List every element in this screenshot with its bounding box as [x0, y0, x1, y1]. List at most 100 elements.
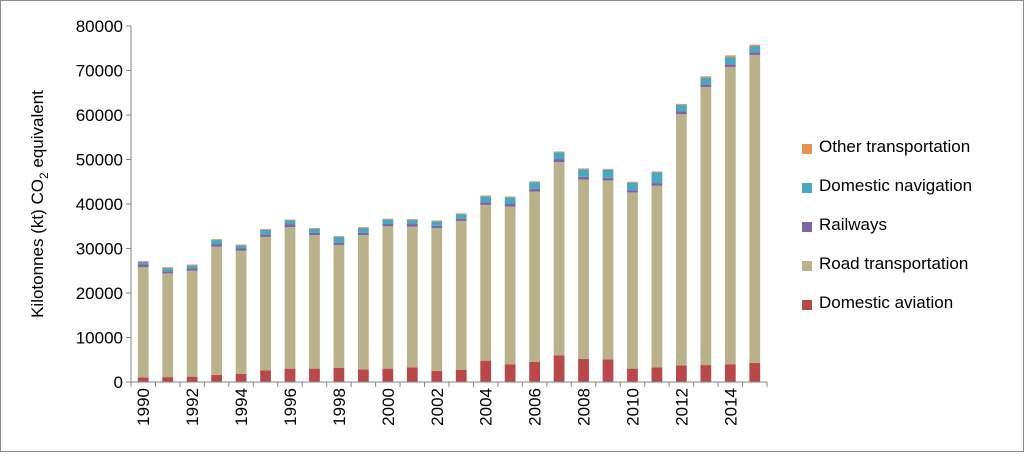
bar-road-transportation-2004: [480, 204, 492, 361]
bar-railways-1998: [333, 242, 345, 245]
bar-road-transportation-2015: [749, 54, 761, 363]
bar-railways-1991: [162, 271, 174, 274]
bar-other-transportation-2011: [651, 171, 663, 173]
bar-railways-2001: [406, 224, 418, 227]
y-tick-label: 60000: [76, 106, 123, 125]
bar-road-transportation-1992: [186, 270, 198, 377]
bar-domestic-aviation-2003: [455, 369, 467, 382]
bar-railways-1994: [235, 248, 247, 251]
bar-domestic-aviation-2009: [602, 359, 614, 382]
y-tick-label: 0: [114, 373, 123, 392]
bar-road-transportation-1997: [309, 235, 320, 369]
x-tick-label: 1996: [281, 388, 300, 426]
legend-item-road-transportation: Road transportation: [799, 254, 1019, 293]
bar-domestic-navigation-2012: [676, 104, 687, 112]
bar-domestic-aviation-2006: [529, 361, 540, 382]
bar-railways-1990: [137, 264, 149, 268]
legend-label: Road transportation: [819, 254, 969, 273]
bar-other-transportation-2007: [553, 151, 565, 153]
bar-domestic-navigation-2004: [480, 196, 492, 203]
x-tick-label: 2010: [623, 388, 642, 426]
bar-domestic-navigation-2002: [431, 221, 443, 226]
bar-other-transportation-2000: [382, 218, 394, 220]
y-axis-title: Kilotonnes (kt) CO2 equivalent: [28, 90, 51, 318]
legend-label: Other transportation: [819, 137, 971, 156]
bar-railways-2007: [553, 159, 565, 163]
bar-road-transportation-2005: [504, 206, 516, 365]
bar-railways-2012: [676, 111, 687, 115]
bar-domestic-aviation-2002: [431, 370, 443, 383]
bar-road-transportation-2011: [651, 185, 663, 368]
bar-other-transportation-1996: [284, 219, 296, 221]
bar-road-transportation-2006: [529, 191, 540, 362]
bar-railways-2009: [602, 177, 614, 181]
bar-domestic-navigation-2011: [651, 172, 663, 184]
bar-other-transportation-1993: [211, 239, 222, 241]
bar-domestic-aviation-2004: [480, 360, 492, 382]
y-tick-label: 70000: [76, 62, 123, 81]
y-tick-label: 10000: [76, 329, 123, 348]
bar-domestic-navigation-1990: [137, 261, 149, 265]
y-axis-title-subscript: 2: [37, 172, 51, 179]
legend-label: Railways: [819, 215, 888, 234]
bar-domestic-aviation-1993: [211, 374, 222, 382]
bar-road-transportation-1993: [211, 246, 222, 375]
bar-domestic-aviation-2015: [749, 362, 761, 382]
bar-road-transportation-1994: [235, 250, 247, 374]
legend-swatch: [802, 261, 812, 271]
bar-road-transportation-1991: [162, 273, 174, 378]
bar-road-transportation-2001: [406, 226, 418, 368]
plot-area: 0 10000 20000 30000 40000 50000 60000 70000 8000…: [76, 17, 768, 426]
legend-label: Domestic navigation: [819, 176, 973, 195]
x-tick-label: 1992: [183, 388, 202, 426]
bar-domestic-aviation-2010: [627, 368, 638, 382]
bar-domestic-aviation-1996: [284, 368, 296, 382]
legend-item-other-transportation: Other transportation: [799, 137, 1019, 176]
bar-domestic-navigation-1992: [186, 265, 198, 269]
y-tick-label: 30000: [76, 240, 123, 259]
x-tick-label: 2014: [721, 388, 740, 426]
bar-domestic-navigation-2010: [627, 182, 638, 191]
y-axis-title-prefix: Kilotonnes (kt) CO: [28, 179, 47, 318]
x-tick-label: 2004: [477, 388, 496, 426]
bar-road-transportation-2010: [627, 192, 638, 369]
bar-railways-2000: [382, 224, 394, 227]
legend-swatch: [802, 144, 812, 154]
legend: Other transportation Domestic navigation R…: [799, 137, 1019, 332]
bar-other-transportation-1991: [162, 267, 174, 269]
bar-domestic-navigation-1993: [211, 240, 222, 245]
bar-domestic-navigation-1991: [162, 268, 174, 272]
bar-road-transportation-1995: [260, 236, 271, 371]
bar-domestic-navigation-1999: [358, 228, 369, 233]
y-tick-label: 40000: [76, 195, 123, 214]
bar-railways-2002: [431, 225, 443, 229]
bar-domestic-aviation-1992: [186, 376, 198, 382]
bar-domestic-aviation-2014: [724, 364, 736, 382]
bar-other-transportation-2002: [431, 220, 443, 222]
bar-other-transportation-2014: [724, 55, 736, 58]
x-tick-label: 1990: [134, 388, 153, 426]
bar-road-transportation-2014: [724, 66, 736, 365]
bar-other-transportation-1997: [309, 228, 320, 229]
legend-swatch: [802, 222, 812, 232]
y-tick-label: 80000: [76, 17, 123, 36]
bar-domestic-aviation-2007: [553, 355, 565, 382]
bar-railways-2003: [455, 218, 467, 221]
legend-swatch: [802, 300, 812, 310]
bar-domestic-aviation-1990: [137, 377, 149, 382]
bar-other-transportation-1998: [333, 236, 345, 237]
bar-domestic-navigation-1994: [235, 245, 247, 249]
bar-domestic-navigation-1998: [333, 236, 345, 243]
bar-road-transportation-2009: [602, 180, 614, 360]
bar-road-transportation-2002: [431, 228, 443, 371]
bar-domestic-navigation-2014: [724, 57, 736, 65]
bar-domestic-aviation-2001: [406, 367, 418, 382]
bar-other-transportation-1990: [137, 260, 149, 262]
bar-railways-1997: [309, 232, 320, 236]
bar-other-transportation-1994: [235, 244, 247, 246]
bar-other-transportation-2005: [504, 196, 516, 198]
bar-road-transportation-2012: [676, 114, 687, 366]
bar-railways-1995: [260, 234, 271, 237]
